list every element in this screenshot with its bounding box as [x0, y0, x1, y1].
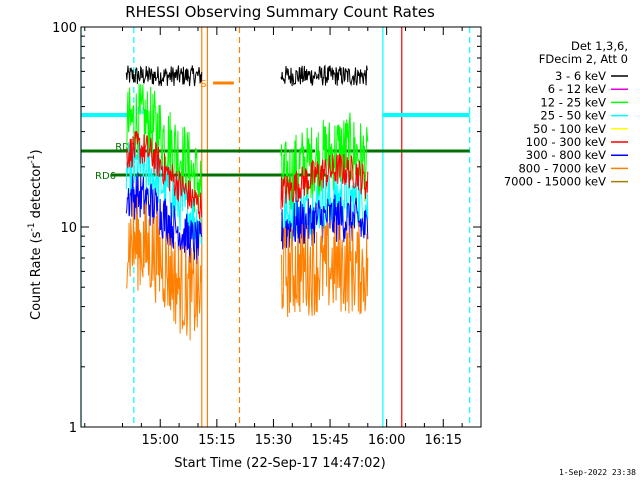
y-tick-label-1: 10 — [60, 221, 77, 236]
y-axis-label: Count Rate (s-1 detector-1) — [27, 149, 44, 320]
x-tick-label-0: 15:00 — [142, 433, 179, 448]
series-line-7-1 — [280, 222, 369, 318]
rd0-bar-0 — [81, 149, 315, 153]
legend-label-1: 6 - 12 keV — [548, 82, 606, 96]
legend-label-2: 12 - 25 keV — [540, 95, 606, 109]
legend-label-6: 300 - 800 keV — [526, 148, 606, 162]
series-line-6-0 — [125, 172, 203, 265]
legend-label-8: 7000 - 15000 keV — [504, 175, 606, 189]
legend-header-1: FDecim 2, Att 0 — [539, 52, 628, 66]
x-axis: 15:00 15:15 15:30 15:45 16:00 16:15 — [84, 27, 482, 448]
timestamp: 1-Sep-2022 23:38 — [559, 468, 636, 477]
n-bar-1 — [382, 113, 470, 117]
x-tick-label-5: 16:15 — [425, 433, 462, 448]
series-line-6-1 — [280, 194, 369, 250]
legend-label-3: 25 - 50 keV — [540, 109, 606, 123]
x-tick-label-4: 16:00 — [368, 433, 405, 448]
y-tick-label-2: 1 — [69, 421, 77, 436]
rd6-label: RD6 — [95, 171, 116, 182]
rd0-bar-1 — [326, 149, 470, 153]
legend-header-0: Det 1,3,6, — [571, 39, 628, 53]
legend-label-0: 3 - 6 keV — [555, 69, 606, 83]
y-axis-label-mid: detector — [29, 163, 44, 223]
series-line-2-0 — [125, 83, 203, 213]
legend-label-5: 100 - 300 keV — [526, 135, 606, 149]
rd0-label: RD0 — [115, 142, 136, 153]
x-tick-label-3: 15:45 — [311, 433, 348, 448]
s-label: S — [200, 79, 206, 90]
x-tick-label-1: 15:15 — [198, 433, 235, 448]
y-axis-label-sup2: -1 — [27, 154, 37, 163]
series-line-5-1 — [280, 153, 369, 210]
x-tick-label-2: 15:30 — [255, 433, 292, 448]
series-line-5-0 — [125, 131, 203, 220]
series-line-7-0 — [125, 197, 203, 341]
y-axis: 100 10 1 — [52, 21, 481, 436]
y-axis-label-sup1: -1 — [27, 222, 37, 231]
series-line-0-0 — [125, 65, 203, 87]
series-line-0-1 — [280, 64, 368, 87]
legend-label-4: 50 - 100 keV — [533, 122, 606, 136]
chart-title: RHESSI Observing Summary Count Rates — [125, 3, 435, 21]
n-bar-0 — [81, 113, 134, 117]
y-axis-label-end: ) — [29, 149, 44, 154]
rd6-bar-0 — [111, 173, 312, 177]
x-axis-label: Start Time (22-Sep-17 14:47:02) — [174, 456, 385, 471]
y-tick-label-0: 100 — [52, 21, 77, 36]
s-bar — [213, 81, 234, 85]
y-axis-label-main: Count Rate (s — [29, 231, 44, 320]
legend-label-7: 800 - 7000 keV — [518, 161, 606, 175]
